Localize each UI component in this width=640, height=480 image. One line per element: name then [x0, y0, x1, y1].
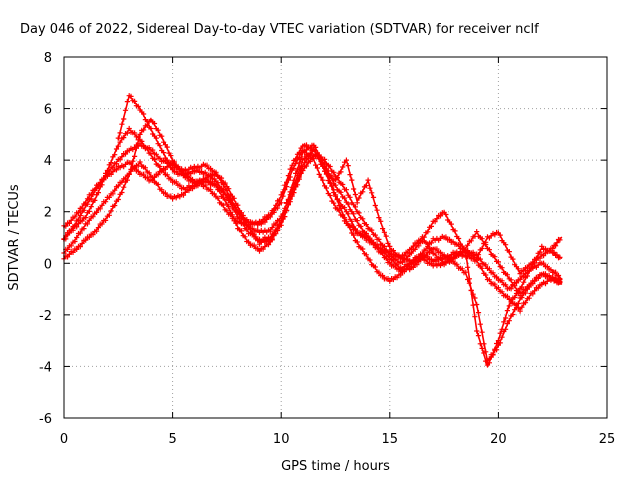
- series-trace: [63, 143, 563, 363]
- x-tick-label: 20: [490, 432, 507, 447]
- x-tick-label: 10: [273, 432, 290, 447]
- y-tick-label: -2: [39, 309, 52, 324]
- y-tick-label: 2: [44, 206, 52, 221]
- x-axis-label: GPS time / hours: [281, 459, 390, 474]
- series-layer: [61, 93, 563, 368]
- y-tick-label: -6: [39, 412, 52, 427]
- x-tick-label: 0: [60, 432, 68, 447]
- y-tick-label: 0: [44, 257, 52, 272]
- series-markers: [61, 142, 563, 368]
- y-tick-label: -4: [39, 360, 52, 375]
- series-trace: [63, 143, 563, 368]
- y-axis-label: SDTVAR / TECUs: [7, 184, 22, 291]
- series-track-4: [61, 117, 563, 277]
- y-tick-label: 6: [44, 103, 52, 118]
- series-markers: [61, 117, 563, 277]
- series-track-3: [61, 142, 563, 368]
- x-tick-label: 25: [599, 432, 616, 447]
- x-tick-label: 5: [168, 432, 176, 447]
- grid-lines: [64, 57, 607, 418]
- series-markers: [115, 93, 563, 299]
- series-markers: [61, 140, 563, 366]
- y-tick-label: 8: [44, 51, 52, 66]
- plot-frame: [63, 56, 608, 419]
- series-track-2: [61, 140, 563, 366]
- series-track-6: [115, 93, 563, 299]
- axis-ticks: 0 5 10 15 20 25 -6 -4 -2 0 2 4 6 8: [39, 51, 615, 447]
- chart-title: Day 046 of 2022, Sidereal Day-to-day VTE…: [20, 22, 539, 37]
- y-tick-label: 4: [44, 154, 52, 169]
- x-tick-label: 15: [382, 432, 399, 447]
